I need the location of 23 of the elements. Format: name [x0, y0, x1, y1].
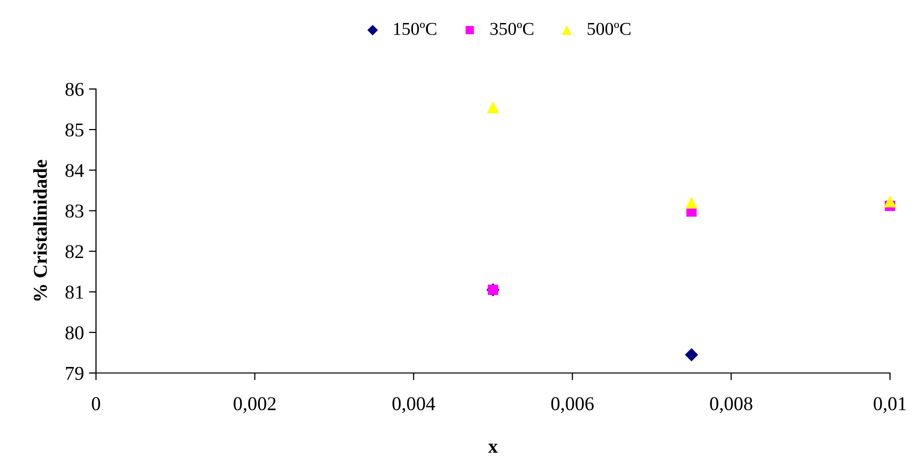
y-tick-label: 82	[65, 245, 84, 258]
y-tick-label: 79	[66, 366, 84, 380]
y-tick-label: 85	[65, 123, 84, 137]
x-tick-label: 0,004	[392, 397, 436, 414]
x-tick-label: 0,006	[551, 397, 594, 414]
x-tick-label: 0,008	[710, 397, 752, 414]
legend-label: 350ºC	[490, 22, 534, 35]
point	[884, 195, 896, 208]
y-tick-label: 83	[65, 204, 84, 218]
point	[685, 196, 698, 209]
y-axis-title: % Cristalinidade	[33, 160, 47, 301]
y-tick-label: 84	[65, 164, 84, 178]
x-tick-label: 0,01	[874, 397, 906, 414]
point	[684, 348, 698, 362]
y-tick-label: 81	[65, 286, 84, 299]
x-axis-title: x	[488, 444, 498, 453]
x-tick-label: 0,002	[234, 397, 276, 414]
x-tick-label: 0	[92, 397, 100, 410]
legend-label: 150ºC	[394, 22, 436, 35]
legend-label: 500ºC	[588, 22, 630, 35]
point	[486, 101, 500, 114]
y-tick-label: 80	[65, 326, 84, 340]
y-tick-label: 86	[65, 82, 84, 96]
